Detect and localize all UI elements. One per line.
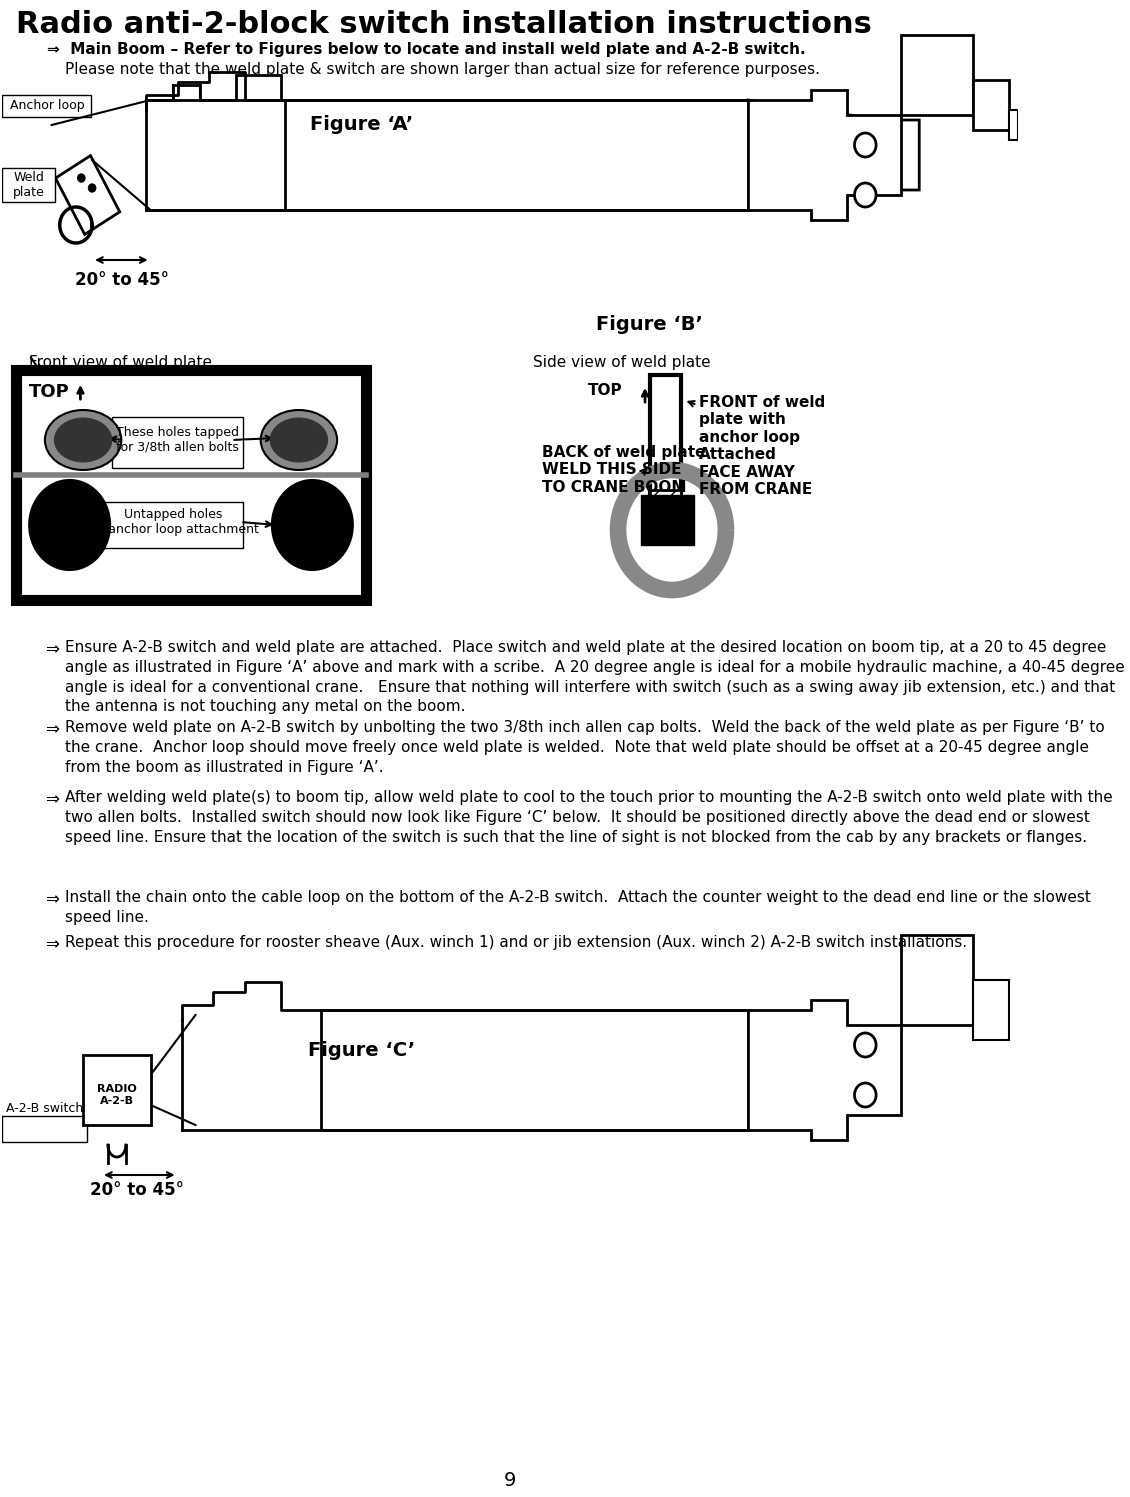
Text: Figure ‘B’: Figure ‘B’ [597,314,703,334]
Polygon shape [748,90,902,220]
Text: ⇒  Main Boom – Refer to Figures below to locate and install weld plate and A-2-B: ⇒ Main Boom – Refer to Figures below to … [47,42,806,57]
Ellipse shape [270,418,328,463]
Bar [16,370,366,600]
Text: Front view of weld plate: Front view of weld plate [29,355,212,370]
Circle shape [88,184,96,192]
Bar [1009,109,1018,141]
Bar [902,936,973,1025]
Text: These holes tapped
for 3/8th allen bolts: These holes tapped for 3/8th allen bolts [116,427,240,454]
Bar [650,490,681,534]
Text: ⇒: ⇒ [45,891,59,909]
Text: After welding weld plate(s) to boom tip, allow weld plate to cool to the touch p: After welding weld plate(s) to boom tip,… [66,790,1113,844]
Text: BACK of weld plate
WELD THIS SIDE
TO CRANE BOOM: BACK of weld plate WELD THIS SIDE TO CRA… [541,445,705,496]
Text: TOP: TOP [588,383,623,398]
Text: Remove weld plate on A-2-B switch by unbolting the two 3/8th inch allen cap bolt: Remove weld plate on A-2-B switch by unb… [66,720,1105,774]
Polygon shape [748,100,919,210]
Bar [902,34,973,115]
Text: ⇒: ⇒ [45,641,59,659]
Text: FRONT of weld
plate with
anchor loop
Attached
FACE AWAY
FROM CRANE: FRONT of weld plate with anchor loop Att… [699,395,825,497]
Bar [321,1010,748,1130]
Text: ⇒: ⇒ [45,936,59,954]
Polygon shape [146,100,748,210]
Text: Figure ‘C’: Figure ‘C’ [308,1040,416,1060]
FancyBboxPatch shape [112,418,243,469]
Ellipse shape [54,418,112,463]
Circle shape [854,1033,876,1057]
Ellipse shape [261,410,337,470]
Text: Weld
plate: Weld plate [14,171,45,199]
Circle shape [29,481,110,570]
Bar [286,100,748,210]
Text: ⇒: ⇒ [45,720,59,738]
Bar [641,496,695,545]
Bar [973,79,1009,130]
Text: Ensure A-2-B switch and weld plate are attached.  Place switch and weld plate at: Ensure A-2-B switch and weld plate are a… [66,641,1124,714]
Text: 20° to 45°: 20° to 45° [75,271,168,289]
Bar [84,1055,150,1126]
FancyBboxPatch shape [103,501,243,548]
FancyBboxPatch shape [2,1115,87,1142]
Text: RADIO
A-2-B: RADIO A-2-B [97,1084,137,1106]
Text: Untapped holes
for anchor loop attachment: Untapped holes for anchor loop attachmen… [87,507,259,536]
Bar [650,376,681,534]
Text: Side view of weld plate: Side view of weld plate [532,355,711,370]
Text: Anchor loop: Anchor loop [10,99,85,112]
Circle shape [854,1082,876,1106]
Text: 9: 9 [504,1470,516,1490]
FancyBboxPatch shape [2,168,55,202]
Ellipse shape [45,410,121,470]
Bar [973,981,1009,1040]
Circle shape [272,481,353,570]
Polygon shape [748,1000,902,1141]
Circle shape [854,133,876,157]
Text: Repeat this procedure for rooster sheave (Aux. winch 1) and or jib extension (Au: Repeat this procedure for rooster sheave… [66,936,967,951]
Text: 20° to 45°: 20° to 45° [90,1181,184,1199]
Polygon shape [55,156,120,235]
Text: Radio anti-2-block switch installation instructions: Radio anti-2-block switch installation i… [16,10,871,39]
Text: ⇒: ⇒ [45,790,59,808]
Text: Figure ‘A’: Figure ‘A’ [311,115,414,135]
Text: Please note that the weld plate & switch are shown larger than actual size for r: Please note that the weld plate & switch… [66,61,820,76]
Text: A-2-B switch: A-2-B switch [6,1102,84,1115]
Circle shape [78,174,85,183]
Text: Install the chain onto the cable loop on the bottom of the A-2-B switch.  Attach: Install the chain onto the cable loop on… [66,891,1090,925]
Text: TOP: TOP [29,383,70,401]
FancyBboxPatch shape [2,94,92,117]
Circle shape [854,183,876,207]
